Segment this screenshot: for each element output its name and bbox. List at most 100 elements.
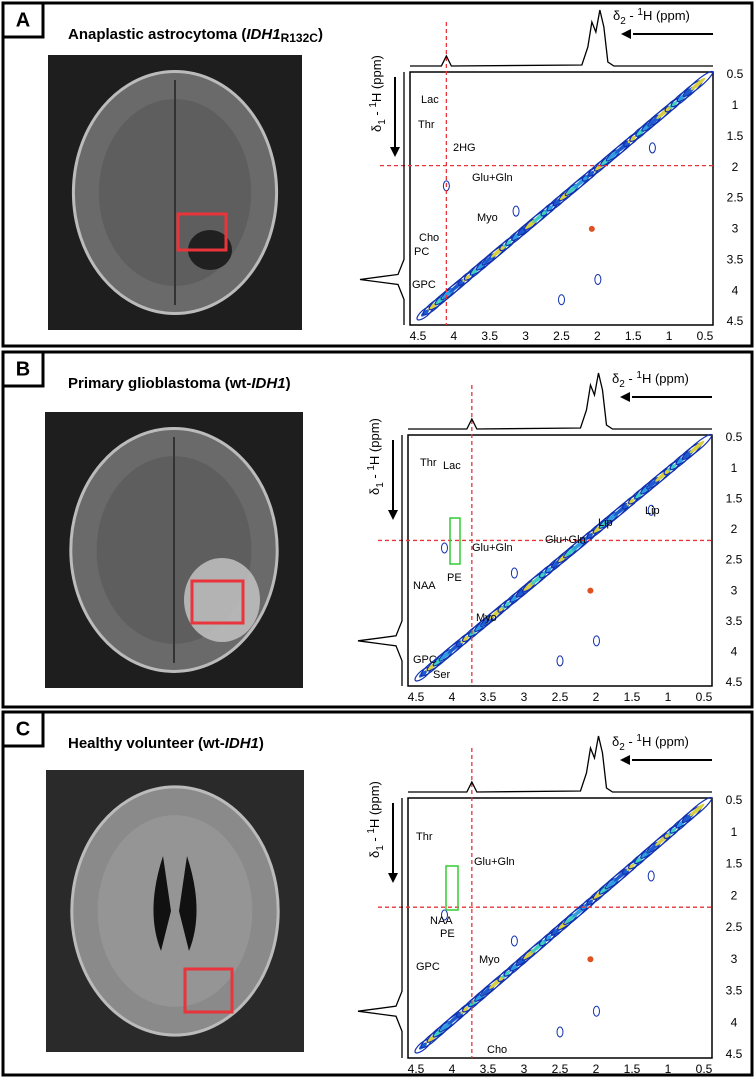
letter-box — [1, 710, 45, 748]
y-tick-label: 3.5 — [726, 614, 743, 628]
voxel-box — [176, 212, 228, 252]
y-tick-label: 3 — [732, 222, 739, 236]
peak-label: Myo — [477, 212, 498, 224]
y-tick-label: 0.5 — [726, 430, 743, 444]
cross-peak — [592, 635, 600, 647]
contour-core — [490, 243, 508, 258]
contour-core — [615, 139, 633, 154]
axis-label-part: δ — [367, 851, 382, 858]
x-tick-label: 3.5 — [480, 1062, 497, 1076]
contour-core — [447, 639, 465, 654]
contour — [681, 433, 713, 461]
panel-title: Healthy volunteer (wt-IDH1) — [68, 735, 264, 752]
peak-label: GPC — [416, 961, 440, 973]
peak-label: Ser — [433, 669, 450, 681]
axis-label-part: H (ppm) — [642, 371, 689, 386]
arrow-head — [388, 873, 398, 883]
x-tick-label: 1 — [665, 1062, 672, 1076]
x-tick-label: 4 — [449, 1062, 456, 1076]
axis-label-part: - — [626, 8, 638, 23]
x-tick-label: 3 — [521, 1062, 528, 1076]
contour-peak — [587, 956, 594, 963]
title-text: ) — [259, 735, 264, 752]
peak-label: Lac — [421, 94, 439, 106]
x-tick-label: 2 — [594, 329, 601, 343]
contour-core — [613, 501, 631, 517]
left-projection — [359, 72, 405, 325]
peak-label: NAA — [430, 915, 453, 927]
y-tick-label: 4 — [731, 1015, 738, 1029]
x-tick-label: 0.5 — [697, 329, 714, 343]
x-tick-label: 3 — [521, 690, 528, 704]
cross-peak — [510, 935, 518, 947]
y-tick-label: 2.5 — [726, 920, 743, 934]
contour-core — [613, 867, 631, 882]
region-box — [445, 865, 459, 911]
cross-peak — [648, 142, 656, 154]
x-tick-label: 0.5 — [696, 1062, 713, 1076]
contour-core — [626, 863, 635, 871]
contour-core — [656, 104, 674, 119]
title-text: ) — [318, 26, 323, 43]
contour-core — [689, 803, 705, 817]
y-tick-label: 1.5 — [727, 129, 744, 143]
arrow-head — [620, 392, 630, 402]
y-tick-label: 3.5 — [726, 984, 743, 998]
y-tick-label: 3.5 — [727, 252, 744, 266]
title-text: ) — [286, 375, 291, 392]
title-text: Primary glioblastoma (wt- — [68, 375, 251, 392]
brain-inner — [97, 815, 253, 1007]
cross-peak — [510, 567, 518, 579]
peak-label: Thr — [418, 119, 435, 131]
letter-box — [1, 350, 45, 388]
peak-label: GPC — [412, 279, 436, 291]
contour — [681, 796, 713, 824]
y-tick-label: 4 — [731, 645, 738, 659]
peak-label: Myo — [479, 954, 500, 966]
contour-core — [449, 278, 467, 293]
contour-core — [543, 935, 552, 943]
top-projection — [408, 372, 712, 430]
arrow-head — [620, 755, 630, 765]
contour-core — [690, 77, 706, 91]
gene-name: IDH1 — [246, 26, 280, 43]
contour — [682, 70, 714, 98]
axis-label-part: 1 — [636, 370, 642, 381]
panel-border — [1, 1, 754, 348]
y-tick-label: 1.5 — [726, 491, 743, 505]
axis-label-part: 1 — [377, 119, 388, 125]
peak-label: Lip — [598, 517, 613, 529]
y-tick-label: 1.5 — [726, 857, 743, 871]
axis-label-part: 1 — [368, 102, 379, 108]
x-tick-label: 1.5 — [624, 690, 641, 704]
title-text: Healthy volunteer (wt- — [68, 735, 225, 752]
x-axis-label: δ2 - 1H (ppm) — [613, 7, 690, 27]
contour-core — [460, 1006, 469, 1014]
contour-core — [585, 899, 594, 907]
peak-label: Cho — [487, 1044, 507, 1056]
axis-label-part: 1 — [375, 482, 386, 488]
axis-label-part: 1 — [366, 828, 377, 834]
y-tick-label: 3 — [731, 952, 738, 966]
y-tick-label: 2 — [731, 888, 738, 902]
y-tick-label: 1 — [732, 98, 739, 112]
cross-peak — [440, 909, 448, 921]
contour-core — [572, 536, 590, 551]
cross-peak — [512, 205, 520, 217]
panel-border — [1, 350, 754, 709]
x-tick-label: 3 — [522, 329, 529, 343]
axis-label-part: 2 — [619, 379, 625, 390]
panel-title: Primary glioblastoma (wt-IDH1) — [68, 375, 291, 392]
x-axis-label: δ2 - 1H (ppm) — [612, 370, 689, 390]
peak-label: 2HG — [453, 142, 476, 154]
cross-peak — [592, 1005, 600, 1017]
x-tick-label: 3.5 — [480, 690, 497, 704]
panel-title: Anaplastic astrocytoma (IDH1R132C) — [68, 26, 323, 45]
axis-label-part: H (ppm) — [369, 55, 384, 102]
y-tick-label: 4 — [732, 283, 739, 297]
contour-core — [532, 208, 550, 224]
y-tick-label: 4.5 — [726, 675, 743, 689]
contour-core — [530, 938, 548, 954]
panel-border — [1, 710, 754, 1077]
